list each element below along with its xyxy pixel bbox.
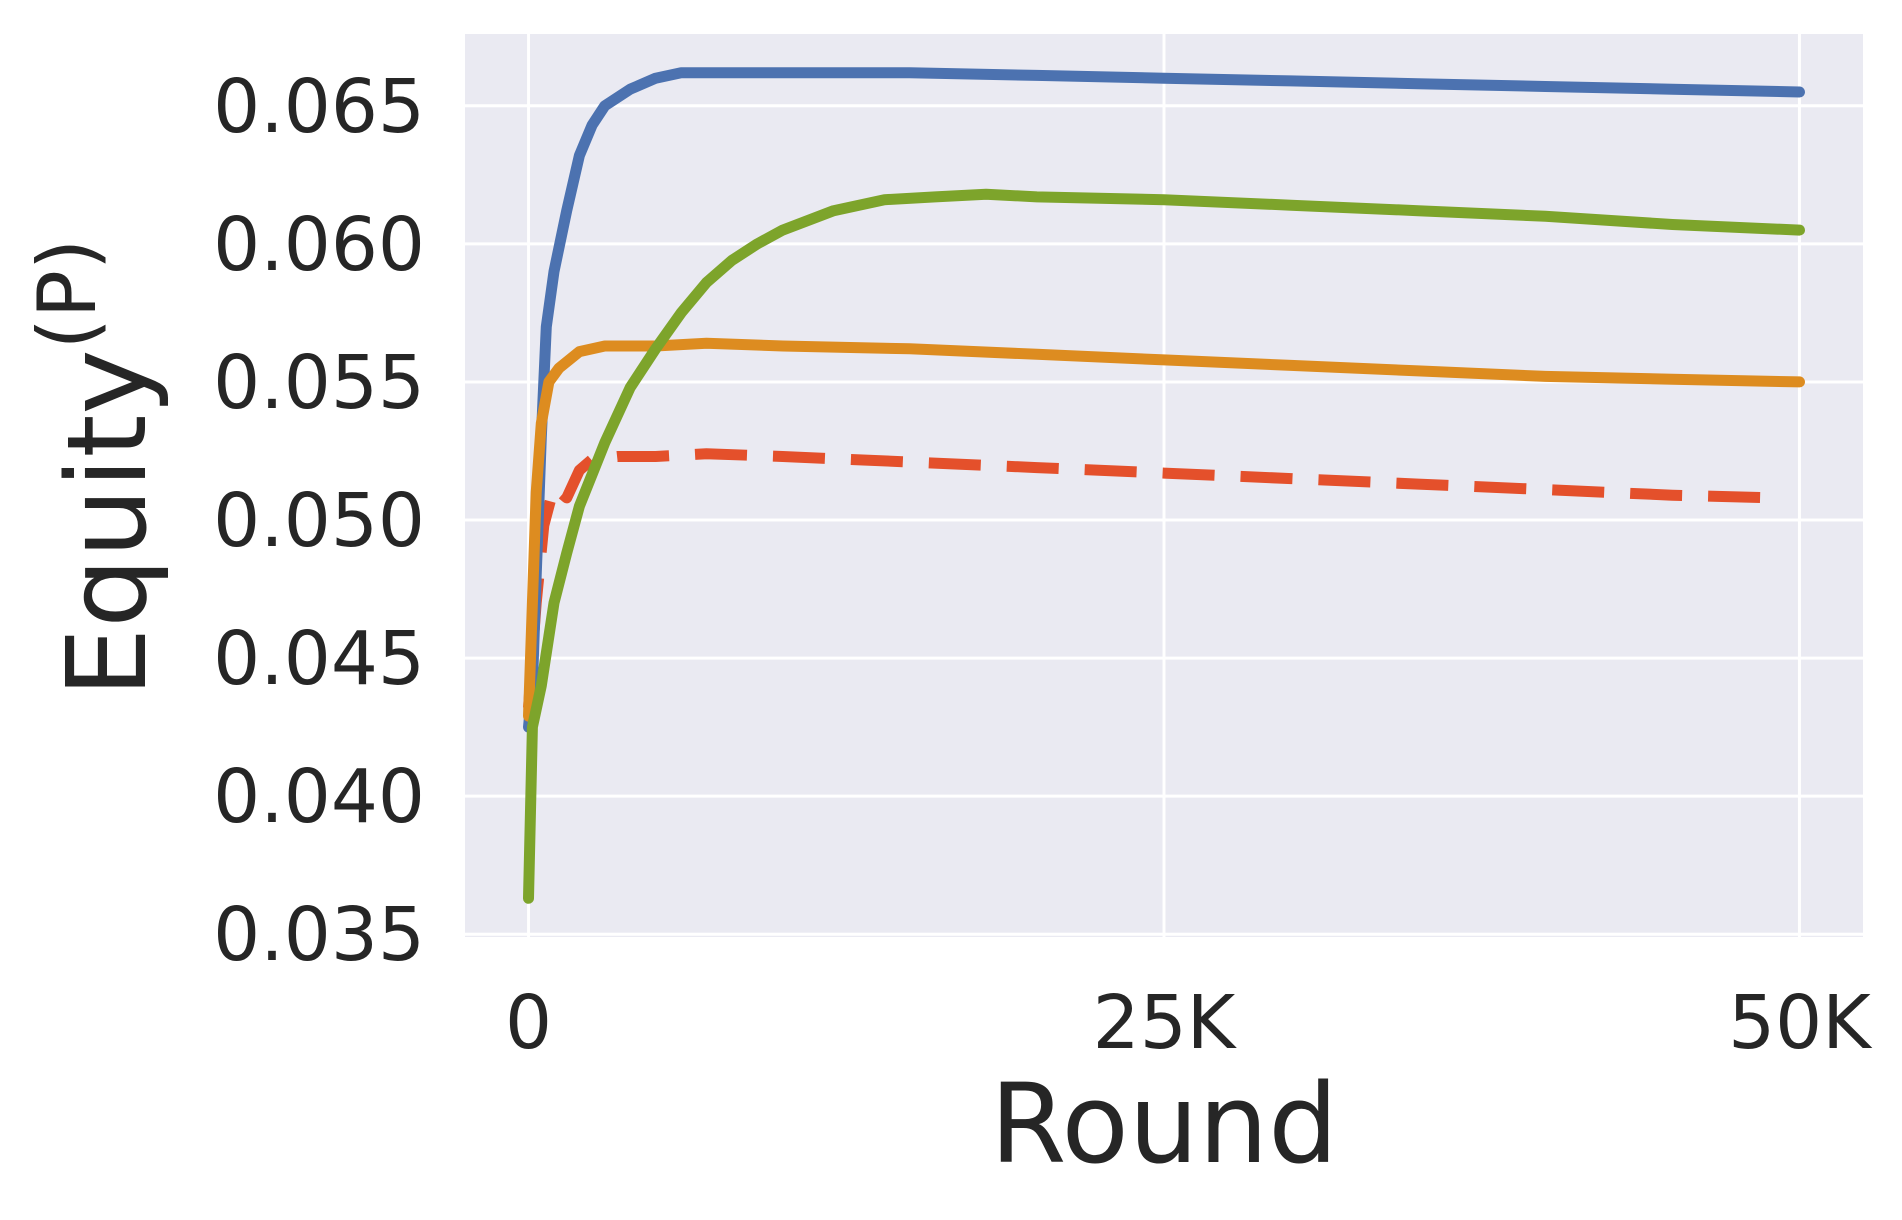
x-tick-label-1: 25K	[1093, 980, 1238, 1066]
y-tick-label-4: 0.055	[213, 340, 425, 426]
series-line-3	[523, 188, 1805, 904]
y-tick-label-0: 0.035	[213, 892, 425, 978]
series-group	[523, 67, 1805, 904]
y-tick-labels: 0.035 0.040 0.045 0.050 0.055 0.060 0.065	[213, 64, 425, 978]
y-tick-label-6: 0.065	[213, 64, 425, 150]
y-tick-label-2: 0.045	[213, 616, 425, 702]
x-tick-label-2: 50K	[1728, 980, 1873, 1066]
y-tick-label-3: 0.050	[213, 478, 425, 564]
series-line-1	[523, 67, 1805, 733]
x-tick-label-0: 0	[505, 980, 552, 1066]
series-line-0	[523, 448, 1775, 709]
y-axis-title-group: Equity(P)	[21, 239, 171, 698]
x-tick-labels: 0 25K 50K	[505, 980, 1873, 1066]
y-axis-title-main: Equity	[43, 349, 171, 697]
x-axis-title: Round	[990, 1060, 1338, 1188]
y-tick-label-1: 0.040	[213, 754, 425, 840]
series-line-2	[523, 337, 1805, 722]
y-tick-label-5: 0.060	[213, 202, 425, 288]
grid	[465, 34, 1863, 937]
y-axis-title-superscript: (P)	[21, 239, 114, 350]
y-axis-title: Equity(P)	[21, 239, 171, 698]
